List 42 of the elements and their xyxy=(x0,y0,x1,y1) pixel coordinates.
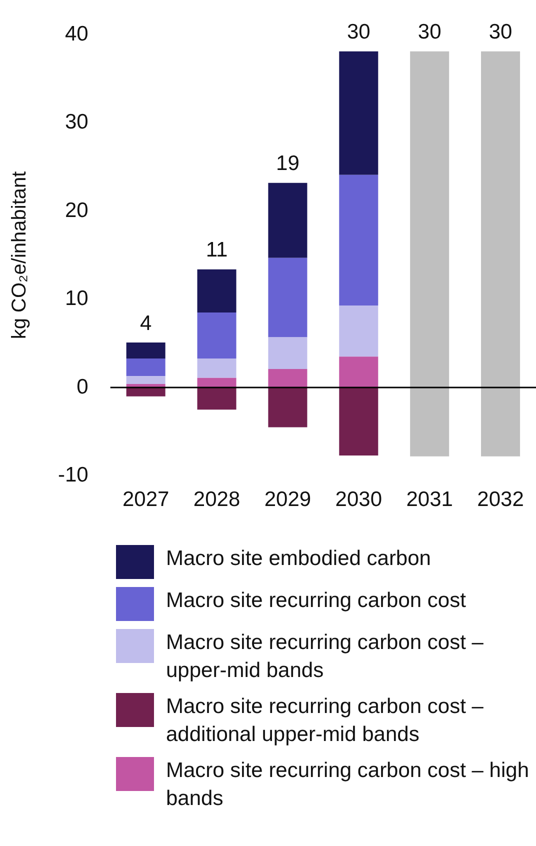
total-label: 19 xyxy=(276,152,300,176)
total-label: 30 xyxy=(418,20,442,44)
bar xyxy=(268,369,308,388)
bar xyxy=(339,388,378,456)
x-tick-label: 2031 xyxy=(406,488,453,512)
bar xyxy=(339,356,378,388)
legend-label: Macro site embodied carbon xyxy=(166,546,432,572)
bar xyxy=(268,388,308,428)
bar xyxy=(197,388,236,410)
bar xyxy=(339,305,378,357)
total-label: 30 xyxy=(488,20,512,44)
bar xyxy=(268,182,308,258)
y-tick-label: -10 xyxy=(58,464,88,487)
bar xyxy=(197,358,236,378)
y-tick-label: 0 xyxy=(76,375,88,398)
bar xyxy=(268,337,308,370)
bar xyxy=(126,376,166,384)
legend-label: Macro site recurring carbon cost – upper-mid bands xyxy=(166,630,484,684)
x-tick-label: 2030 xyxy=(335,488,382,512)
x-tick-label: 2029 xyxy=(264,488,312,512)
y-tick-label: 30 xyxy=(64,110,88,134)
y-tick-label: 10 xyxy=(64,287,88,310)
bar xyxy=(126,358,166,376)
bar xyxy=(126,342,166,358)
bar xyxy=(197,312,236,358)
legend-label: Macro site recurring carbon cost – high bands xyxy=(166,758,530,812)
bar xyxy=(197,378,236,388)
bar xyxy=(268,258,308,338)
total-label: 11 xyxy=(206,238,228,262)
bar xyxy=(339,51,378,175)
y-axis-title: kg CO₂e/inhabitant xyxy=(8,170,31,340)
legend-label: Macro site recurring carbon cost – additional upper-mid bands xyxy=(166,694,484,748)
x-tick-label: 2032 xyxy=(477,488,524,512)
total-label: 4 xyxy=(140,312,152,335)
bar xyxy=(339,174,378,306)
legend-label: Macro site recurring carbon cost xyxy=(166,588,467,614)
y-tick-label: 40 xyxy=(64,22,88,46)
x-tick-label: 2028 xyxy=(193,488,240,512)
bar xyxy=(197,269,236,313)
total-label: 30 xyxy=(346,20,370,44)
x-tick-label: 2027 xyxy=(122,488,170,512)
y-tick-label: 20 xyxy=(64,198,88,222)
